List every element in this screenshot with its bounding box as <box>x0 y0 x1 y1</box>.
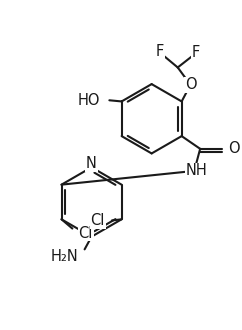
Text: O: O <box>229 141 240 156</box>
Text: Cl: Cl <box>91 213 105 228</box>
Text: NH: NH <box>185 163 207 178</box>
Text: HO: HO <box>77 93 100 108</box>
Text: O: O <box>185 77 196 92</box>
Text: N: N <box>86 156 97 171</box>
Text: Cl: Cl <box>79 226 93 241</box>
Text: F: F <box>156 44 164 59</box>
Text: H₂N: H₂N <box>51 249 79 264</box>
Text: F: F <box>191 46 200 60</box>
